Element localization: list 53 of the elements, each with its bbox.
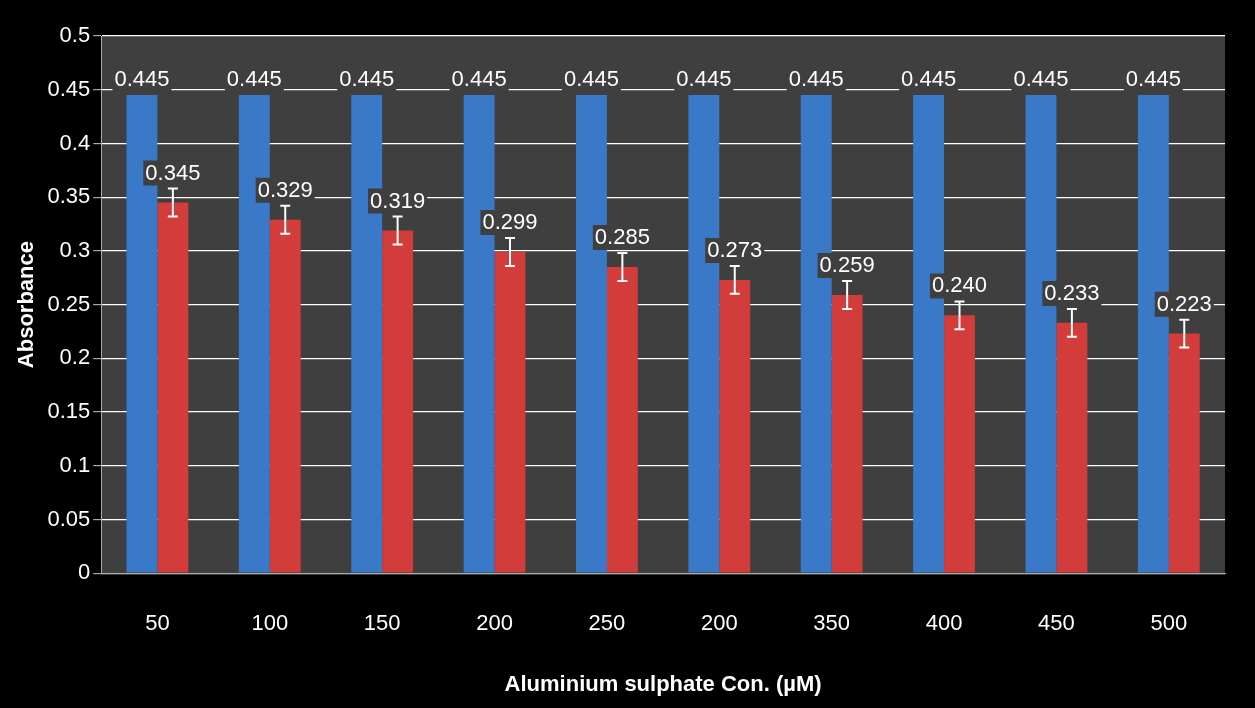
x-tick-label: 150	[363, 610, 401, 636]
data-label: 0.445	[451, 66, 507, 92]
x-tick-label: 500	[1150, 610, 1188, 636]
bar	[1168, 333, 1200, 573]
data-label: 0.259	[819, 252, 875, 278]
data-label: 0.240	[931, 272, 988, 298]
y-tick-label: 0.3	[59, 236, 91, 262]
y-tick-label: 0.15	[47, 398, 91, 424]
bar	[719, 279, 751, 573]
bar	[382, 230, 414, 573]
data-label: 0.445	[1125, 66, 1181, 92]
y-tick-label: 0.1	[59, 451, 91, 477]
x-tick-label: 350	[813, 610, 851, 636]
x-tick-label: 400	[925, 610, 963, 636]
data-label: 0.445	[563, 66, 619, 92]
bar	[831, 294, 863, 573]
y-tick-label: 0.4	[59, 129, 91, 155]
data-label: 0.285	[594, 224, 650, 250]
data-label: 0.329	[257, 176, 313, 202]
data-label: 0.319	[370, 187, 426, 213]
x-tick-label: 450	[1038, 610, 1075, 636]
data-label: 0.445	[901, 66, 957, 92]
y-tick-label: 0.35	[47, 183, 91, 209]
bar	[1056, 322, 1088, 573]
y-tick-label: 0.5	[59, 22, 91, 48]
bar	[157, 202, 189, 573]
x-tick-label: 50	[145, 610, 170, 636]
y-tick-label: 0.45	[47, 75, 91, 101]
bar	[494, 251, 526, 573]
x-tick-label: 200	[700, 610, 738, 636]
data-label: 0.233	[1044, 279, 1100, 305]
y-tick-label: 0.25	[47, 290, 91, 316]
bar	[944, 315, 975, 573]
data-label: 0.273	[707, 236, 763, 262]
y-tick-label: 0.05	[47, 505, 91, 531]
x-tick-label: 250	[588, 610, 626, 636]
x-axis-title: Aluminium sulphate Con. (µM)	[504, 670, 822, 696]
data-label: 0.445	[339, 66, 395, 92]
y-axis-title: Absorbance	[13, 241, 39, 369]
data-label: 0.223	[1156, 290, 1212, 316]
y-tick-label: 0	[77, 559, 91, 585]
x-tick-label: 100	[251, 610, 289, 636]
data-label: 0.345	[145, 159, 201, 185]
bar	[269, 219, 301, 573]
data-label: 0.445	[1013, 66, 1069, 92]
x-tick-label: 200	[476, 610, 513, 636]
bar	[606, 267, 638, 573]
data-label: 0.299	[482, 209, 538, 235]
data-label: 0.445	[114, 66, 170, 92]
y-tick-label: 0.2	[59, 344, 91, 370]
data-label: 0.445	[226, 66, 282, 92]
data-label: 0.445	[788, 66, 844, 92]
data-label: 0.445	[676, 66, 732, 92]
